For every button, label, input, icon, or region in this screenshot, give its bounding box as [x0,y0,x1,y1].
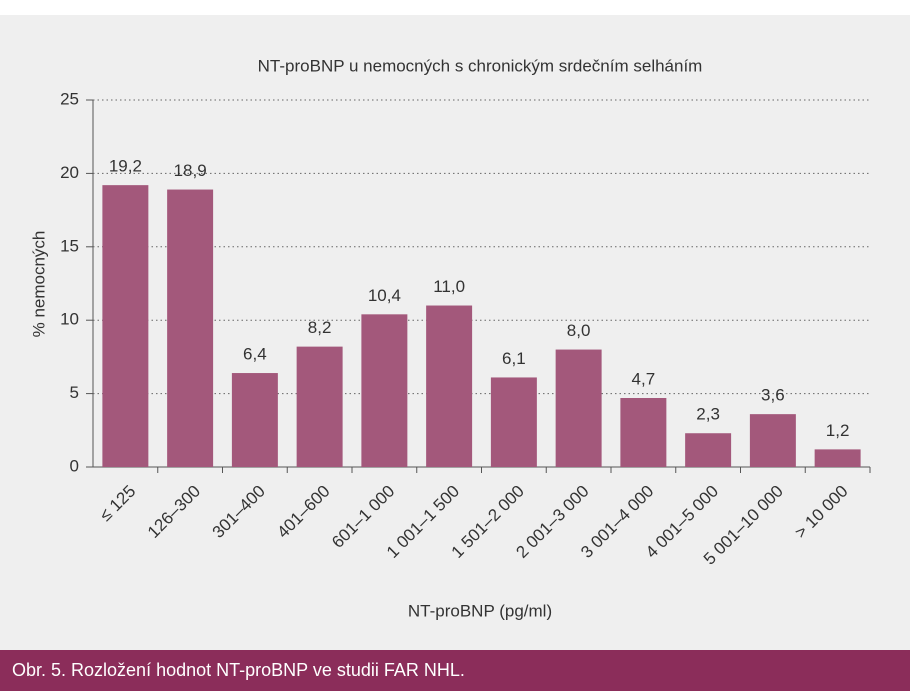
value-label: 6,4 [243,345,267,364]
value-label: 18,9 [174,161,207,180]
bar [814,449,861,467]
y-tick-label: 15 [60,236,79,255]
bar [361,314,408,467]
value-label: 8,0 [567,321,591,340]
bar [167,189,214,467]
value-label: 1,2 [826,421,850,440]
bar [490,377,537,467]
value-label: 10,4 [368,286,401,305]
value-label: 3,6 [761,386,785,405]
bar [555,349,602,467]
bar [685,433,732,467]
x-axis-label: NT-proBNP (pg/ml) [408,601,552,620]
y-tick-label: 5 [70,383,79,402]
chart-title: NT-proBNP u nemocných s chronickým srdeč… [258,56,703,75]
y-tick-label: 20 [60,163,79,182]
bar [296,346,343,467]
bar [749,414,796,467]
bar [231,373,278,467]
bar [620,398,667,467]
y-tick-label: 25 [60,89,79,108]
caption: Obr. 5. Rozložení hodnot NT-proBNP ve st… [12,660,465,680]
y-tick-label: 0 [70,456,79,475]
y-axis-label: % nemocných [29,231,48,338]
value-label: 8,2 [308,318,332,337]
value-label: 6,1 [502,349,526,368]
value-label: 4,7 [632,369,656,388]
bar [426,305,473,467]
value-label: 11,0 [433,277,465,296]
caption-bar [0,650,910,691]
bar [102,185,149,468]
y-tick-label: 10 [60,310,79,329]
value-label: 2,3 [696,405,720,424]
value-label: 19,2 [109,157,142,176]
